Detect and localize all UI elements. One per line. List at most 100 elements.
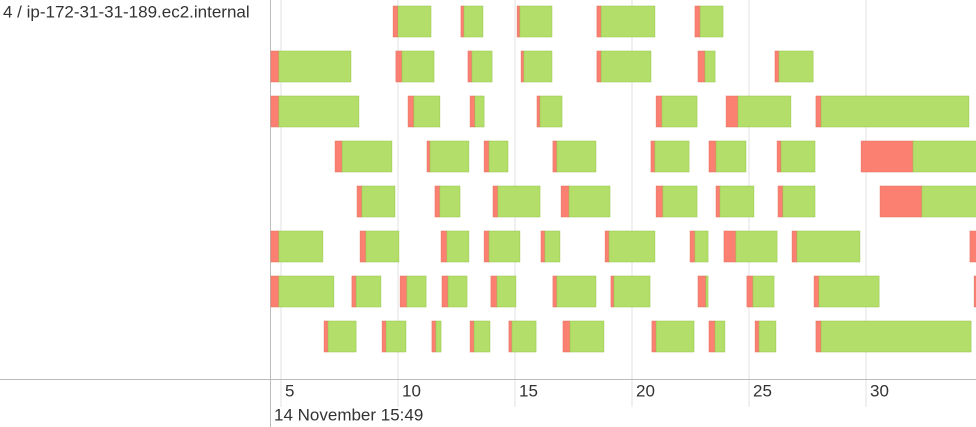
task-compute (511, 320, 537, 353)
task-compute (488, 140, 509, 173)
task-compute (662, 185, 698, 218)
task-delay (492, 185, 499, 218)
task-delay (536, 95, 541, 128)
task-delay (697, 275, 707, 308)
x-axis-label: 14 November 15:49 (274, 405, 423, 424)
task-compute (715, 140, 747, 173)
task-compute (600, 50, 652, 83)
x-tick-label: 10 (402, 381, 421, 400)
x-tick-label: 5 (285, 381, 294, 400)
task-compute (488, 230, 521, 263)
task-compute (435, 320, 442, 353)
task-compute (719, 185, 755, 218)
task-compute (758, 320, 777, 353)
task-compute (544, 230, 561, 263)
task-delay (359, 230, 367, 263)
task-compute (471, 50, 493, 83)
x-tick-label: 30 (870, 381, 889, 400)
task-compute (613, 275, 651, 308)
task-compute (439, 185, 461, 218)
task-delay (469, 320, 475, 353)
task-compute (705, 275, 709, 308)
task-compute (447, 275, 468, 308)
task-compute (429, 140, 470, 173)
task-delay (426, 140, 431, 173)
task-compute (341, 140, 393, 173)
task-compute (600, 5, 656, 38)
task-delay (725, 95, 739, 128)
task-delay (651, 320, 657, 353)
task-compute (523, 50, 553, 83)
task-delay (407, 95, 415, 128)
task-compute (406, 275, 427, 308)
task-delay (973, 275, 976, 308)
task-compute (735, 230, 778, 263)
task-delay (879, 185, 923, 218)
task-delay (516, 5, 521, 38)
task-delay (708, 140, 717, 173)
task-compute (714, 320, 726, 353)
task-compute (401, 50, 435, 83)
task-compute (778, 50, 814, 83)
task-compute (912, 140, 976, 173)
task-delay (483, 140, 490, 173)
task-compute (519, 5, 553, 38)
task-compute (654, 140, 690, 173)
task-compute (355, 275, 382, 308)
task-delay (604, 230, 610, 263)
task-delay (689, 230, 696, 263)
task-compute (278, 230, 324, 263)
task-delay (697, 50, 706, 83)
task-delay (562, 320, 571, 353)
x-tick-label: 15 (519, 381, 538, 400)
x-tick-label: 25 (753, 381, 772, 400)
task-delay (460, 5, 465, 38)
task-compute (782, 185, 816, 218)
task-compute (496, 275, 517, 308)
task-delay (508, 320, 513, 353)
task-delay (746, 275, 754, 308)
task-delay (774, 50, 780, 83)
task-compute (704, 50, 716, 83)
task-compute (820, 320, 972, 353)
task-delay (723, 230, 737, 263)
task-compute (796, 230, 861, 263)
task-delay (815, 320, 822, 353)
task-delay (540, 230, 546, 263)
task-delay (715, 185, 721, 218)
task-delay (483, 230, 490, 263)
task-compute (278, 50, 352, 83)
task-delay (431, 320, 437, 353)
task-delay (560, 185, 570, 218)
task-compute (655, 320, 695, 353)
task-delay (694, 5, 701, 38)
task-compute (497, 185, 541, 218)
task-delay (351, 275, 357, 308)
task-compute (608, 230, 656, 263)
task-compute (569, 320, 605, 353)
task-compute (397, 5, 432, 38)
task-compute (446, 230, 470, 263)
task-delay (596, 50, 602, 83)
task-compute (539, 95, 563, 128)
task-compute (556, 275, 597, 308)
task-compute (661, 95, 698, 128)
task-compute (278, 275, 335, 308)
task-compute (556, 140, 597, 173)
task-delay (813, 275, 820, 308)
task-compute (473, 320, 491, 353)
task-delay (469, 95, 476, 128)
task-compute (365, 230, 400, 263)
x-tick-label: 20 (636, 381, 655, 400)
task-delay (356, 185, 363, 218)
task-delay (754, 320, 760, 353)
task-compute (780, 140, 816, 173)
task-compute (568, 185, 611, 218)
task-compute (413, 95, 441, 128)
task-delay (552, 275, 558, 308)
task-compute (921, 185, 976, 218)
task-delay (270, 275, 280, 308)
task-delay (860, 140, 914, 173)
task-compute (361, 185, 396, 218)
